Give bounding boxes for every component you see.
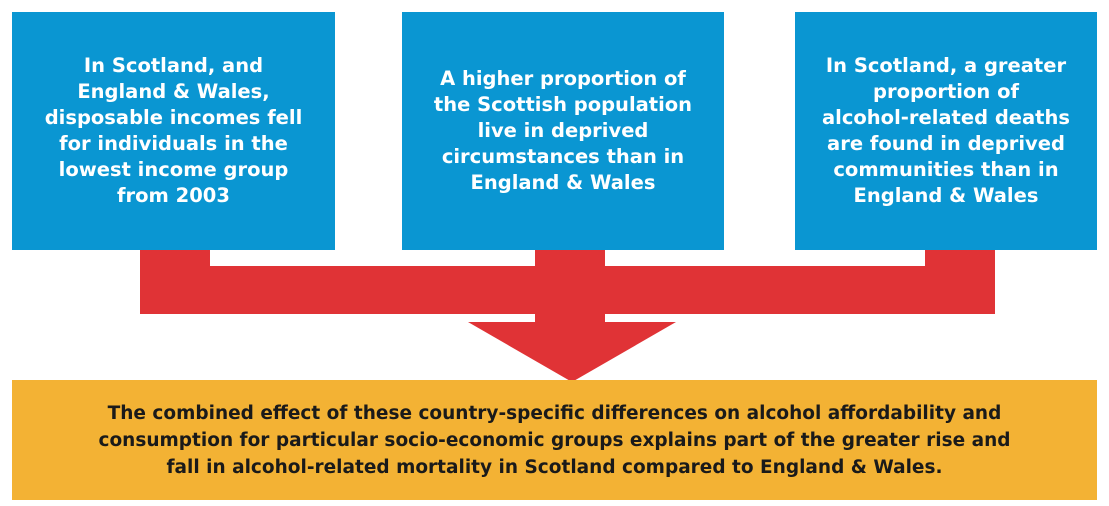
text-line: for individuals in the xyxy=(59,132,288,155)
conclusion-box: The combined effect of these country-spe… xyxy=(12,380,1097,500)
text-line: circumstances than in xyxy=(441,145,685,168)
text-line: England & Wales xyxy=(470,171,656,194)
text-line: disposable incomes fell xyxy=(44,106,303,129)
text-line: A higher proportion of xyxy=(440,67,686,90)
box: In Scotland, a greater proportion of alcoh… xyxy=(795,12,1097,250)
text-line: consumption for particular socio-economi… xyxy=(98,429,1011,451)
text-line: fall in alcohol-related mortality in Sco… xyxy=(166,456,943,478)
box: A higher proportion of the Scottish popul… xyxy=(402,12,724,250)
text-line: alcohol-related deaths xyxy=(822,106,1070,129)
text-line: In Scotland, a greater xyxy=(825,54,1067,77)
text-line: live in deprived xyxy=(477,119,649,142)
text-line: the Scottish population xyxy=(433,93,693,116)
text-line: lowest income group xyxy=(58,158,289,181)
text-line: are found in deprived xyxy=(827,132,1065,155)
box: In Scotland, and England & Wales, disposab… xyxy=(12,12,335,250)
text-line: The combined effect of these country-spe… xyxy=(107,402,1002,424)
text-line: England & Wales, xyxy=(77,80,270,103)
text-line: from 2003 xyxy=(117,184,230,207)
text-line: In Scotland, and xyxy=(83,54,264,77)
red-arrow xyxy=(140,248,995,382)
text-line: England & Wales xyxy=(853,184,1039,207)
text-line: proportion of xyxy=(873,80,1019,103)
text-line: communities than in xyxy=(833,158,1059,181)
